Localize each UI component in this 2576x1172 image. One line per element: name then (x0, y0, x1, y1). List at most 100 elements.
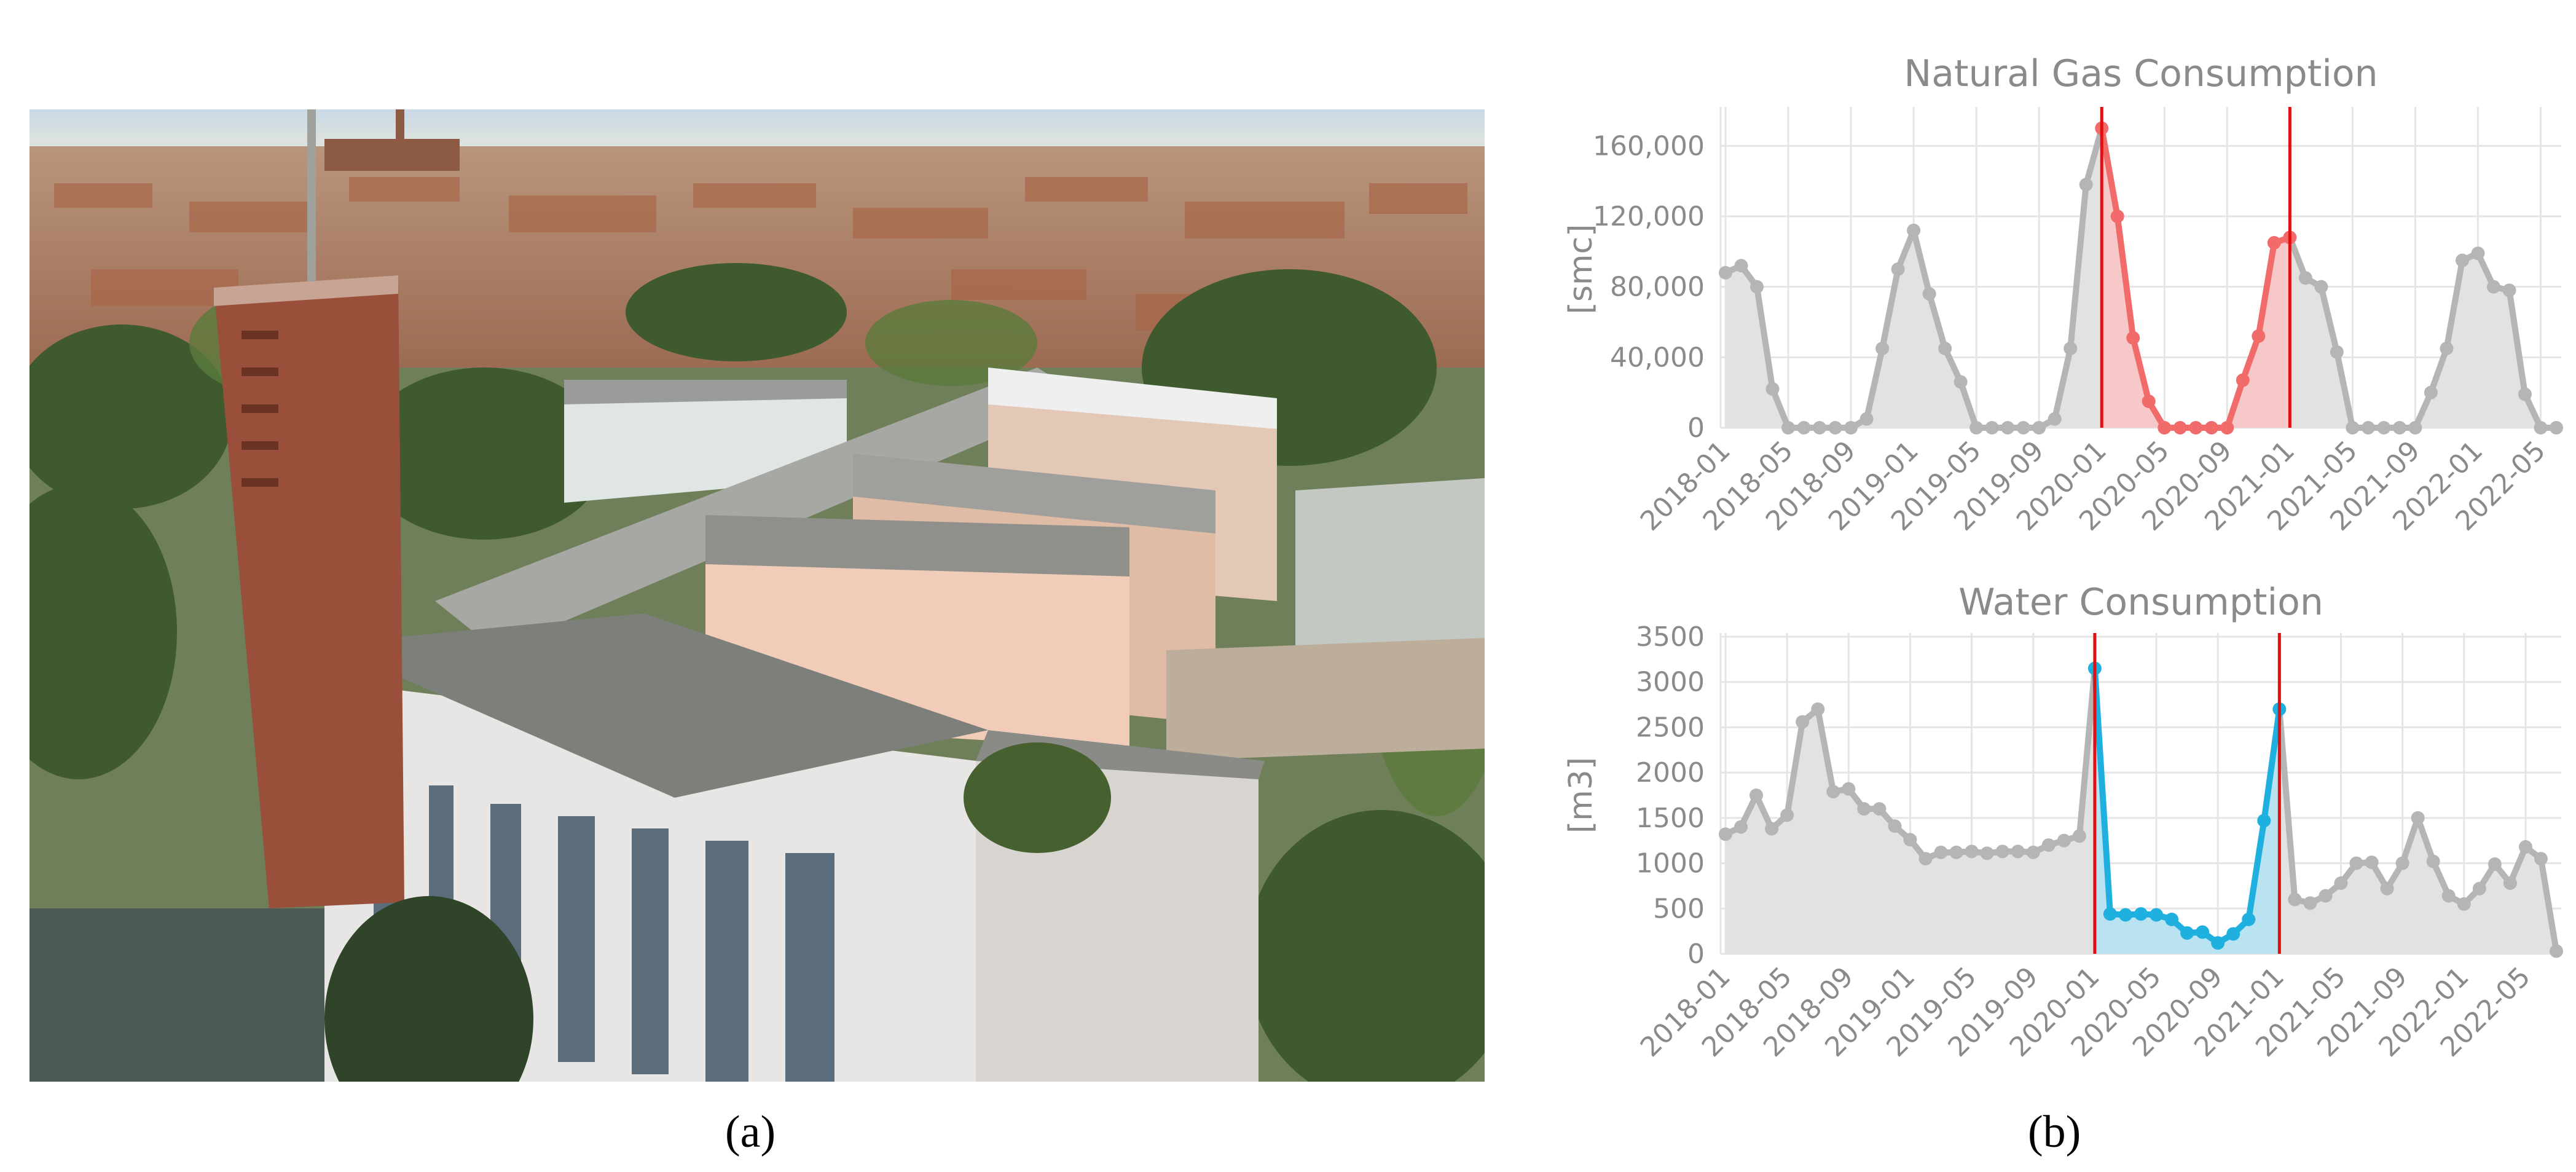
y-tick-label: 1500 (1636, 803, 1705, 834)
data-point (2196, 925, 2210, 939)
data-point (2103, 907, 2117, 921)
data-point (2330, 345, 2344, 359)
data-point (1811, 702, 1825, 716)
data-point (2220, 421, 2234, 435)
data-point (1734, 259, 1748, 273)
data-point (2472, 881, 2486, 895)
data-point (1918, 852, 1933, 866)
y-tick-label: 3000 (1636, 667, 1705, 698)
data-point (2303, 896, 2317, 910)
data-point (1938, 342, 1952, 355)
data-point (2189, 421, 2203, 435)
data-point (2457, 897, 2471, 911)
highlight-series-line (2091, 668, 2283, 946)
data-point (2365, 855, 2379, 870)
data-point (1828, 421, 1842, 435)
data-point (1734, 820, 1748, 834)
y-tick-label: 3500 (1636, 621, 1705, 653)
data-point (1985, 421, 1999, 435)
series-line (2287, 236, 2556, 431)
data-point (2488, 857, 2502, 871)
data-point (1969, 421, 1984, 435)
aerial-photo-drawing (29, 109, 1485, 1082)
data-point (1796, 715, 1810, 729)
data-point (1922, 287, 1936, 301)
y-tick-label: 0 (1687, 938, 1705, 970)
data-point (2236, 373, 2250, 387)
data-point (2314, 280, 2328, 294)
data-point (2126, 331, 2140, 345)
data-point (2150, 908, 2164, 922)
panel-label-b: (b) (2028, 1107, 2081, 1157)
data-point (2298, 271, 2312, 285)
data-point (2411, 811, 2425, 825)
data-point (2001, 421, 2015, 435)
y-tick-label: 80,000 (1610, 272, 1705, 303)
data-point (2455, 253, 2469, 267)
data-point (2392, 421, 2406, 435)
data-point (1888, 819, 1902, 833)
data-point (2346, 421, 2360, 435)
data-point (1780, 808, 1794, 822)
data-point (2079, 178, 2093, 192)
data-point (2048, 412, 2062, 426)
highlight-area-fill (2094, 668, 2280, 954)
area-fill (1726, 128, 2556, 428)
data-point (2471, 246, 2485, 261)
water-chart: Water Consumption 0 500 1000 1500 2000 2500 300… (1563, 581, 2563, 1063)
data-point (1891, 262, 1905, 276)
data-point (1842, 782, 1856, 796)
data-point (2226, 927, 2240, 941)
data-point (2534, 421, 2548, 435)
data-point (1907, 223, 1921, 237)
y-axis-label: [smc] (1563, 224, 1600, 315)
data-point (1719, 827, 1732, 841)
data-point (2518, 840, 2532, 854)
data-point (2380, 881, 2394, 895)
y-tick-label: 2500 (1636, 712, 1705, 743)
y-tick-label: 120,000 (1593, 201, 1705, 232)
data-point (1875, 342, 1890, 355)
chart-title: Natural Gas Consumption (1904, 52, 2378, 95)
aerial-photo (29, 109, 1485, 1082)
data-point (2110, 210, 2124, 223)
data-point (1934, 845, 1948, 859)
data-point (2011, 844, 2025, 859)
data-point (1980, 846, 1994, 860)
data-point (2252, 329, 2266, 343)
data-point (2016, 421, 2030, 435)
data-point (1765, 382, 1780, 396)
data-point (1872, 802, 1887, 816)
data-point (2550, 421, 2563, 435)
chart-title: Water Consumption (1958, 581, 2323, 624)
data-point (2550, 944, 2563, 958)
data-point (2334, 876, 2348, 891)
data-point (2142, 395, 2156, 408)
data-point (2288, 892, 2302, 907)
data-point (2211, 936, 2225, 950)
y-tick-label: 500 (1653, 893, 1705, 924)
area-fill (1726, 668, 2556, 954)
data-point (1797, 421, 1811, 435)
data-point (1844, 421, 1858, 435)
data-point (2503, 876, 2517, 891)
y-tick-label: 160,000 (1593, 130, 1705, 162)
panel-label-a: (a) (725, 1107, 776, 1157)
data-point (1903, 833, 1917, 847)
data-point (2064, 342, 2078, 355)
data-point (2424, 385, 2438, 399)
data-point (2041, 838, 2056, 852)
data-point (2408, 421, 2422, 435)
data-point (2440, 342, 2454, 355)
y-axis-label: [m3] (1563, 757, 1600, 833)
y-tick-label: 40,000 (1610, 342, 1705, 373)
data-point (1749, 789, 1764, 802)
data-point (2134, 907, 2148, 921)
y-tick-label: 0 (1687, 412, 1705, 444)
data-point (2502, 283, 2516, 297)
data-point (2026, 845, 2040, 859)
data-point (2441, 889, 2456, 903)
data-point (1949, 845, 1963, 859)
data-point (2118, 908, 2132, 922)
